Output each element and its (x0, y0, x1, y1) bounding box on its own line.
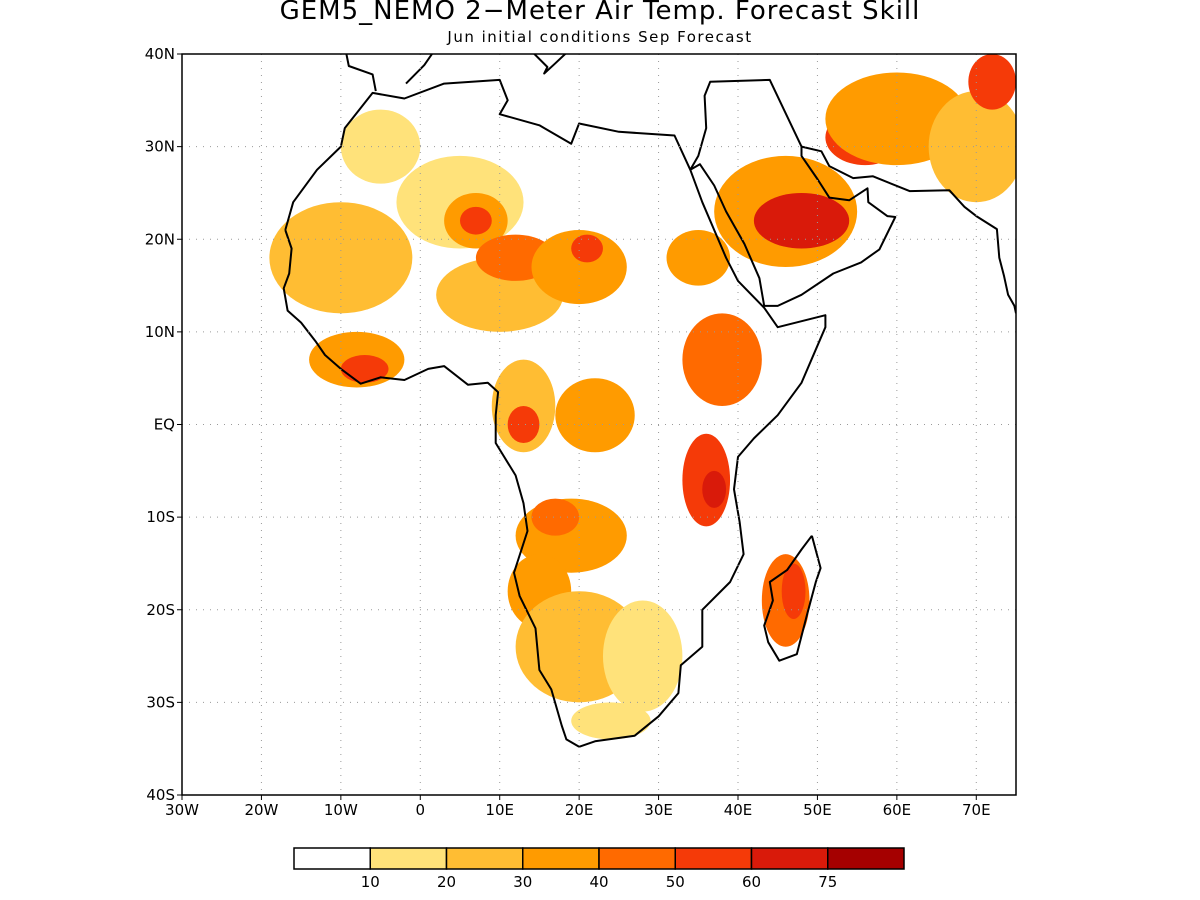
skill-region (781, 563, 806, 620)
chart-subtitle: Jun initial conditions Sep Forecast (447, 28, 753, 46)
mediterranean-north (345, 54, 377, 92)
y-tick-label: 40N (145, 45, 175, 63)
y-tick-label: 40S (146, 786, 175, 804)
africa-coastline (282, 78, 827, 748)
y-tick-label: 10N (145, 323, 175, 341)
x-tick-label: 20E (565, 801, 594, 819)
x-tick-label: 10E (485, 801, 514, 819)
skill-region (571, 234, 603, 263)
skill-region (682, 313, 762, 406)
y-tick-label: 30N (145, 138, 175, 156)
colorbar-label: 10 (361, 873, 380, 891)
black-sea-turkey (626, 54, 629, 55)
skill-region (753, 192, 850, 249)
x-tick-label: 50E (803, 801, 832, 819)
x-tick-label: 0 (416, 801, 426, 819)
madagascar-coastline (763, 535, 822, 662)
colorbar-label: 60 (742, 873, 761, 891)
colorbar-label: 20 (437, 873, 456, 891)
x-tick-label: 40E (724, 801, 753, 819)
colorbar-swatch (445, 847, 524, 870)
chart-title: GEM5_NEMO 2−Meter Air Temp. Forecast Ski… (279, 0, 921, 26)
x-tick-label: 30E (644, 801, 673, 819)
y-tick-label: EQ (154, 416, 175, 434)
skill-region (571, 702, 651, 740)
y-tick-label: 20S (146, 601, 175, 619)
latitude-ticks: 40N 30N 20N 10N EQ 10S 20S 30S 40S (145, 45, 182, 804)
colorbar-swatch (598, 847, 676, 870)
x-tick-label: 10W (324, 801, 358, 819)
colorbar-swatch (522, 847, 600, 870)
skill-region (460, 206, 492, 235)
colorbar-label: 40 (589, 873, 608, 891)
skill-region (531, 498, 580, 536)
x-tick-label: 20W (244, 801, 278, 819)
longitude-ticks: 30W 20W 10W 0 10E 20E 30E 40E 50E 60E 70E (165, 795, 991, 819)
colorbar-swatch (827, 847, 905, 870)
skill-region (666, 229, 731, 286)
y-tick-label: 20N (145, 230, 175, 248)
arabia-coastline (689, 78, 897, 307)
y-tick-label: 10S (146, 508, 175, 526)
skill-region (555, 378, 635, 453)
skill-region (968, 54, 1016, 110)
colorbar: 10 20 30 40 50 60 75 (293, 847, 905, 891)
colorbar-label: 50 (666, 873, 685, 891)
x-tick-label: 70E (962, 801, 991, 819)
y-tick-label: 30S (146, 693, 175, 711)
colorbar-label: 30 (513, 873, 532, 891)
x-tick-label: 60E (883, 801, 912, 819)
skill-region (602, 600, 683, 712)
skill-region (531, 229, 627, 305)
skill-region (928, 91, 1016, 203)
iran-india-coastline (801, 145, 1016, 314)
colorbar-swatch (674, 847, 753, 870)
colorbar-swatch (369, 847, 448, 870)
skill-region (340, 355, 389, 383)
skill-region (507, 405, 540, 444)
coastline-layer (282, 54, 1016, 748)
skill-region (340, 109, 421, 184)
skill-region (702, 470, 727, 508)
colorbar-swatch (293, 847, 371, 870)
colorbar-label: 75 (818, 873, 837, 891)
colorbar-swatch (750, 847, 829, 870)
x-tick-label: 30W (165, 801, 199, 819)
